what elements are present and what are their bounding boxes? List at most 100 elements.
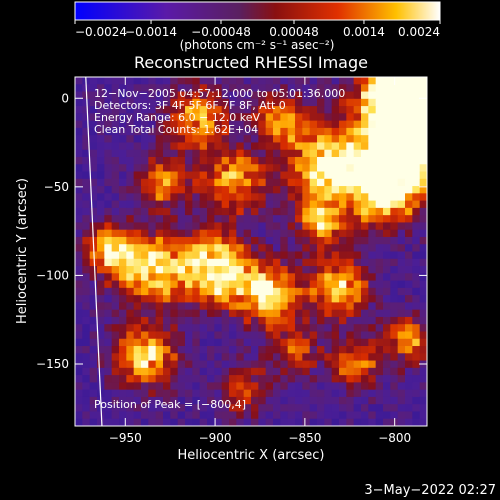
heatmap-cell	[317, 251, 325, 260]
heatmap-cell	[170, 411, 179, 420]
heatmap-cell	[199, 382, 208, 391]
heatmap-cell	[361, 287, 369, 296]
heatmap-cell	[141, 302, 149, 311]
heatmap-cell	[273, 353, 281, 362]
heatmap-cell	[82, 346, 91, 354]
heatmap-cell	[346, 287, 355, 296]
heatmap-cell	[346, 156, 355, 165]
heatmap-cell	[368, 135, 377, 143]
heatmap-cell	[214, 215, 223, 223]
heatmap-cell	[397, 77, 406, 85]
heatmap-cell	[346, 411, 355, 420]
heatmap-cell	[185, 367, 193, 376]
heatmap-cell	[324, 346, 333, 354]
heatmap-cell	[383, 84, 391, 93]
heatmap-cell	[317, 113, 325, 122]
heatmap-cell	[309, 229, 318, 238]
heatmap-cell	[75, 324, 83, 332]
heatmap-cell	[119, 215, 127, 223]
heatmap-cell	[258, 411, 267, 420]
heatmap-cell	[82, 418, 91, 426]
heatmap-cell	[302, 266, 311, 274]
heatmap-cell	[170, 295, 179, 303]
heatmap-cell	[375, 193, 384, 202]
heatmap-cell	[97, 171, 105, 180]
heatmap-cell	[331, 295, 340, 303]
heatmap-cell	[317, 135, 325, 143]
heatmap-cell	[302, 367, 311, 376]
heatmap-cell	[192, 142, 201, 151]
heatmap-cell	[353, 396, 362, 405]
heatmap-cell	[412, 360, 421, 369]
heatmap-cell	[331, 164, 340, 173]
heatmap-cell	[258, 215, 267, 223]
heatmap-cell	[324, 91, 333, 100]
heatmap-cell	[361, 142, 369, 151]
heatmap-cell	[412, 287, 421, 296]
heatmap-cell	[258, 229, 267, 238]
heatmap-cell	[199, 84, 208, 93]
heatmap-cell	[97, 84, 105, 93]
heatmap-cell	[141, 353, 149, 362]
heatmap-cell	[243, 396, 252, 405]
heatmap-cell	[133, 200, 142, 209]
heatmap-cell	[361, 236, 369, 245]
heatmap-cell	[302, 91, 311, 100]
heatmap-cell	[141, 338, 149, 347]
heatmap-cell	[346, 236, 355, 245]
heatmap-cell	[119, 164, 127, 173]
heatmap-cell	[243, 418, 252, 426]
heatmap-cell	[353, 324, 362, 332]
heatmap-cell	[258, 266, 267, 274]
heatmap-cell	[236, 418, 245, 426]
heatmap-cell	[236, 207, 245, 216]
heatmap-cell	[346, 258, 355, 267]
heatmap-cell	[251, 135, 259, 143]
heatmap-cell	[265, 106, 274, 114]
heatmap-cell	[346, 149, 355, 158]
heatmap-cell	[309, 236, 318, 245]
heatmap-cell	[104, 193, 113, 202]
heatmap-cell	[317, 353, 325, 362]
heatmap-cell	[309, 404, 318, 412]
heatmap-cell	[287, 106, 296, 114]
heatmap-cell	[251, 302, 259, 311]
heatmap-cell	[104, 98, 113, 107]
heatmap-cell	[397, 178, 406, 187]
heatmap-cell	[133, 396, 142, 405]
heatmap-cell	[346, 302, 355, 311]
heatmap-cell	[126, 164, 135, 173]
heatmap-cell	[412, 215, 421, 223]
heatmap-cell	[119, 287, 127, 296]
heatmap-cell	[361, 120, 369, 129]
heatmap-cell	[163, 309, 171, 318]
heatmap-cell	[324, 164, 333, 173]
heatmap-cell	[405, 309, 413, 318]
heatmap-cell	[104, 106, 113, 114]
heatmap-cell	[324, 127, 333, 136]
heatmap-cell	[104, 389, 113, 398]
heatmap-cell	[111, 287, 120, 296]
heatmap-cell	[221, 186, 230, 194]
heatmap-cell	[229, 324, 237, 332]
heatmap-cell	[199, 396, 208, 405]
heatmap-cell	[148, 149, 157, 158]
heatmap-cell	[104, 287, 113, 296]
heatmap-cell	[302, 360, 311, 369]
heatmap-cell	[185, 280, 193, 289]
heatmap-cell	[287, 375, 296, 383]
heatmap-cell	[309, 375, 318, 383]
heatmap-cell	[177, 331, 186, 340]
heatmap-cell	[111, 251, 120, 260]
heatmap-cell	[75, 251, 83, 260]
heatmap-cell	[273, 280, 281, 289]
heatmap-cell	[339, 113, 347, 122]
heatmap-cell	[361, 186, 369, 194]
heatmap-cell	[133, 324, 142, 332]
heatmap-cell	[119, 106, 127, 114]
heatmap-cell	[280, 178, 289, 187]
heatmap-cell	[155, 236, 164, 245]
heatmap-cell	[397, 346, 406, 354]
heatmap-cell	[82, 258, 91, 267]
heatmap-cell	[177, 360, 186, 369]
